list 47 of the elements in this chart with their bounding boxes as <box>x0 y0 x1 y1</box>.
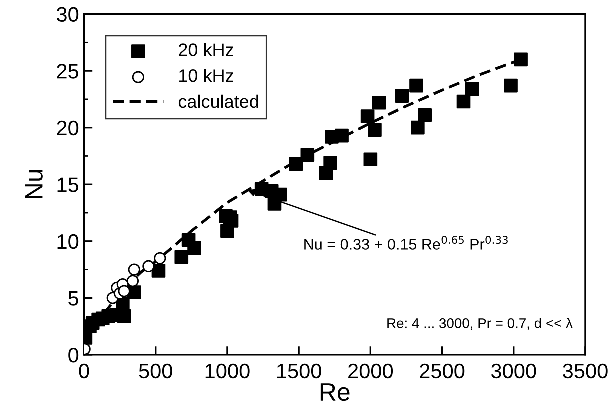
point <box>117 309 132 324</box>
point <box>335 128 349 143</box>
point <box>128 264 140 276</box>
annotation: Re: 4 ... 3000, Pr = 0.7, d << λ <box>388 318 573 330</box>
point <box>364 152 378 167</box>
point <box>300 148 315 162</box>
point <box>411 120 425 135</box>
y-tick-label: 15 <box>58 178 79 192</box>
y-axis-title: Nu <box>26 170 43 199</box>
x-tick-label: 1000 <box>206 364 250 379</box>
y-tick-label: 20 <box>57 120 79 136</box>
x-tick-label: 0 <box>79 364 90 379</box>
point <box>456 94 471 109</box>
y-tick-label: 10 <box>58 234 79 250</box>
x-tick-label: 3000 <box>492 364 536 379</box>
legend-label: 20 kHz <box>179 43 234 56</box>
point <box>289 157 304 172</box>
point <box>395 89 410 103</box>
x-axis-title: Re <box>320 384 350 402</box>
x-tick-label: 2500 <box>420 364 465 379</box>
point <box>372 96 386 110</box>
point <box>465 82 480 96</box>
x-tick-label: 2000 <box>348 364 394 379</box>
annotation: Nu = 0.33 + 0.15 Re$^{0.65}$ Pr$^{0.33}$ <box>304 236 508 250</box>
point <box>360 110 375 124</box>
point <box>514 52 528 67</box>
legend-label: 10 kHz <box>180 69 234 82</box>
y-tick-label: 25 <box>57 64 79 79</box>
point <box>188 241 202 256</box>
x-tick-label: 500 <box>139 364 172 379</box>
point <box>142 260 155 272</box>
point <box>126 275 140 288</box>
point <box>152 264 166 278</box>
point <box>154 252 166 265</box>
point <box>368 123 382 138</box>
point <box>410 78 424 93</box>
x-tick-label: 1500 <box>277 364 322 379</box>
point <box>174 250 189 264</box>
point <box>324 156 338 170</box>
y-tick-label: 5 <box>68 291 79 306</box>
y-tick-label: 30 <box>57 7 79 22</box>
point <box>418 108 432 122</box>
legend-label: calculated <box>178 94 258 108</box>
y-tick-label: 0 <box>68 348 79 363</box>
point <box>118 285 130 298</box>
point <box>504 78 518 93</box>
x-tick-label: 3500 <box>563 364 608 379</box>
